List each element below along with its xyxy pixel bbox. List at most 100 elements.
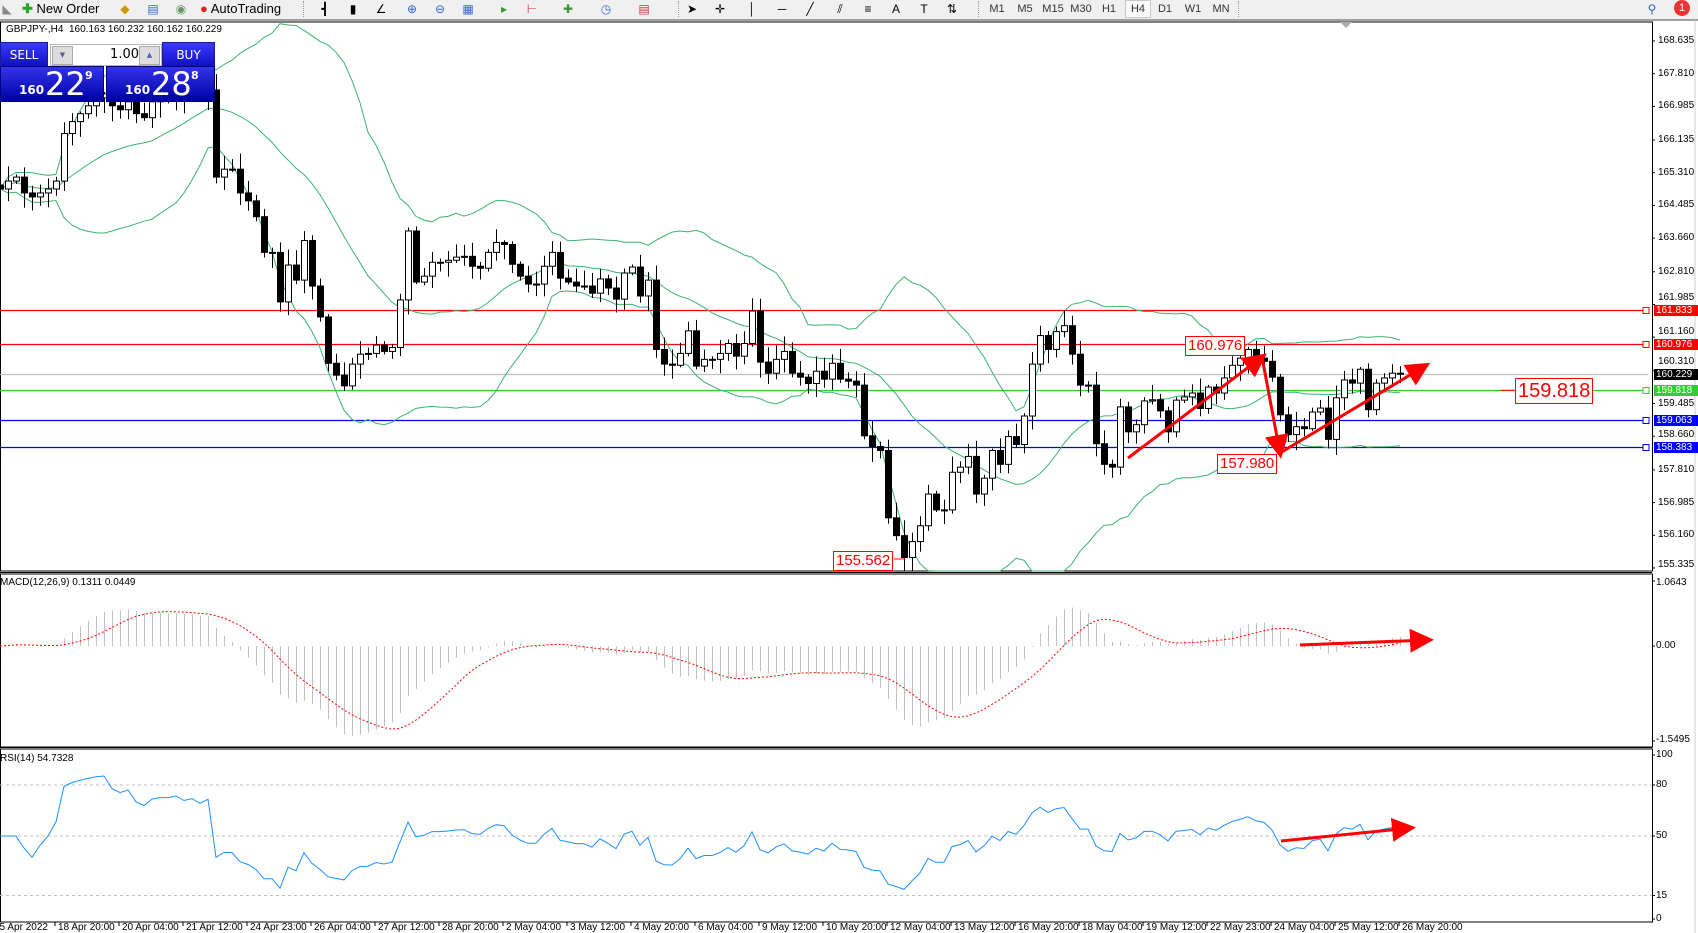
fibonacci-icon[interactable]: ≡ [864, 2, 872, 16]
bull-candle-body [749, 310, 756, 344]
text-label-icon[interactable]: T [920, 2, 928, 16]
bull-candle-body [685, 330, 692, 354]
candle [573, 268, 580, 292]
timeframe-m5[interactable]: M5 [1017, 3, 1033, 15]
candle [61, 122, 68, 191]
lot-size-input[interactable]: ▼ 1.00 ▲ [50, 44, 162, 66]
candle [893, 502, 900, 541]
notification-badge[interactable]: 1 [1674, 0, 1690, 16]
rsi-line [0, 775, 1401, 890]
sell-price[interactable]: 160 22 9 [0, 66, 104, 102]
rsi-axis-label: 50 [1656, 830, 1668, 841]
lot-value[interactable]: 1.00 [110, 47, 139, 62]
candle [453, 244, 460, 263]
annotation-green-level[interactable]: 159.818 [1515, 378, 1594, 404]
trendline-icon[interactable]: ╱ [806, 2, 814, 16]
horizontal-line-icon[interactable]: ─ [777, 2, 787, 16]
new-order-button[interactable]: ✚ New Order [22, 0, 99, 18]
annotation-bottom[interactable]: 155.562 [833, 551, 894, 571]
bull-candle-body [1293, 426, 1300, 436]
annotation-high[interactable]: 160.976 [1185, 336, 1246, 356]
candle [741, 331, 748, 365]
auto-scroll-icon[interactable]: ▸ [500, 2, 508, 16]
bollinger-upper [0, 23, 1401, 412]
bull-candle-body [37, 192, 44, 198]
candle [869, 420, 876, 462]
buy-button[interactable]: BUY [162, 42, 215, 67]
candlestick-icon[interactable]: ▮ [349, 2, 357, 16]
bear-candle-body [469, 255, 476, 267]
candle [1309, 407, 1316, 432]
auto-trading-button[interactable]: ● AutoTrading [200, 0, 281, 18]
candle [501, 240, 508, 260]
chart-shift-icon[interactable]: ⊢ [526, 2, 538, 16]
timeframe-h4[interactable]: H4 [1125, 0, 1151, 18]
timeframe-d1[interactable]: D1 [1157, 3, 1173, 15]
bull-candle-body [1053, 331, 1060, 350]
timeframe-m15[interactable]: M15 [1042, 3, 1064, 15]
crosshair-icon[interactable]: ✛ [714, 2, 726, 16]
candle [437, 258, 444, 272]
timeframe-m1[interactable]: M1 [989, 3, 1005, 15]
indicators-icon[interactable]: ✚ [562, 2, 574, 16]
lot-decrease-button[interactable]: ▼ [52, 46, 73, 65]
candle [325, 314, 332, 372]
buy-price[interactable]: 160 28 8 [106, 66, 215, 102]
zoom-out-icon[interactable]: ⊖ [434, 2, 446, 16]
bull-candle-body [717, 352, 724, 360]
rsi-label: RSI(14) 54.7328 [0, 753, 74, 764]
bull-candle-body [397, 299, 404, 348]
periods-icon[interactable]: ◷ [600, 2, 612, 16]
level-handle [1642, 444, 1650, 451]
time-axis-label: 25 May 12:00 [1338, 922, 1399, 933]
candle [261, 208, 268, 258]
price-level-tag: 161.833 [1654, 304, 1698, 316]
timeframe-w1[interactable]: W1 [1184, 3, 1202, 15]
rsi-axis-label: 0 [1656, 913, 1662, 924]
candle [909, 532, 916, 571]
candle [829, 354, 836, 390]
zoom-in-icon[interactable]: ⊕ [406, 2, 418, 16]
tile-windows-icon[interactable]: ▦ [462, 2, 474, 16]
lot-increase-button[interactable]: ▲ [139, 46, 160, 65]
bear-candle-body [117, 105, 124, 111]
bear-candle-body [1253, 348, 1260, 359]
bull-candle-body [365, 352, 372, 355]
market-watch-icon[interactable]: ◆ [120, 2, 130, 16]
candle [29, 185, 36, 211]
bull-candle-body [389, 346, 396, 352]
signals-icon[interactable]: ◉ [175, 2, 187, 16]
cursor-icon[interactable]: ➤ [686, 2, 698, 16]
candle [789, 342, 796, 378]
bear-candle-body [613, 287, 620, 300]
timeframe-mn[interactable]: MN [1212, 3, 1230, 15]
candle [1349, 368, 1356, 394]
time-axis-label: 21 Apr 12:00 [186, 922, 243, 933]
price-axis-label: 168.635 [1658, 35, 1695, 46]
candle [1093, 371, 1100, 457]
separator [1238, 1, 1240, 17]
equidistant-channel-icon[interactable]: ⫽ [837, 2, 843, 16]
timeframe-h1[interactable]: H1 [1101, 3, 1117, 15]
bear-candle-body [1101, 443, 1108, 465]
line-chart-icon[interactable]: ∠ [375, 2, 387, 16]
arrows-icon[interactable]: ⇅ [946, 2, 958, 16]
price-axis-label: 157.810 [1658, 463, 1695, 475]
text-icon[interactable]: A [891, 2, 900, 16]
bear-candle-body [693, 330, 700, 367]
bull-candle-body [85, 105, 92, 115]
templates-icon[interactable]: ▤ [638, 2, 650, 16]
search-icon[interactable]: ⚲ [1647, 2, 1657, 16]
annotation-low[interactable]: 157.980 [1217, 454, 1278, 474]
bear-candle-body [1077, 353, 1084, 386]
zoom-icon[interactable]: ◣ [2, 2, 12, 16]
bear-candle-body [933, 493, 940, 511]
bar-chart-icon[interactable]: ┫ [321, 2, 329, 16]
timeframe-m30[interactable]: M30 [1070, 3, 1092, 15]
bull-candle-body [1245, 348, 1252, 359]
rsi-axis-label: 100 [1656, 749, 1673, 760]
sell-button[interactable]: SELL [0, 42, 48, 67]
data-window-icon[interactable]: ▤ [147, 2, 159, 16]
vertical-line-icon[interactable]: │ [748, 2, 756, 16]
